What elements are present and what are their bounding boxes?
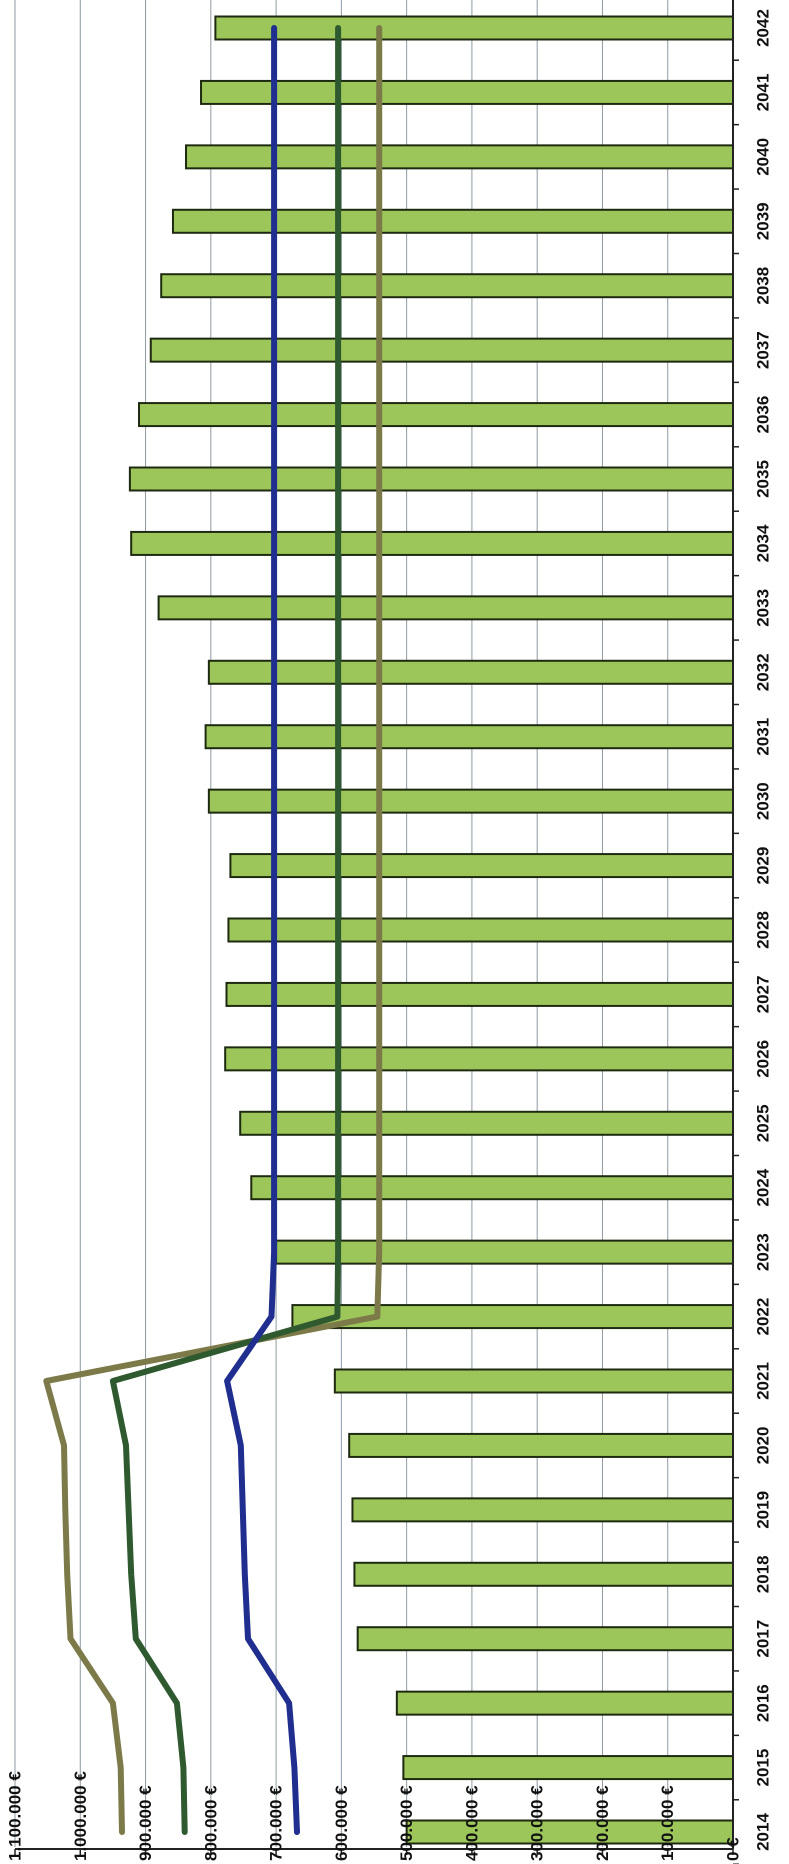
bar [185,144,735,170]
bar [207,788,735,814]
bar [157,595,735,621]
tick-labels: 2014 2015 2016 2017 2018 2019 2020 2021 2022 2023… [6,9,773,1861]
category-label: 2035 [754,460,773,498]
value-tick-label: 500.000 € [397,1785,416,1861]
category-label: 2019 [754,1491,773,1529]
bar [395,1690,734,1716]
category-label: 2030 [754,782,773,820]
bar [291,1304,734,1330]
category-label: 2032 [754,653,773,691]
bar [348,1432,734,1458]
category-label: 2036 [754,396,773,434]
category-label: 2018 [754,1555,773,1593]
bar [207,659,735,685]
bar [204,724,734,750]
bar [171,208,734,234]
category-label: 2034 [754,524,773,562]
category-label: 2027 [754,976,773,1014]
bar [149,337,734,363]
category-label: 2017 [754,1620,773,1658]
category-label: 2042 [754,9,773,47]
category-label: 2033 [754,589,773,627]
category-label: 2025 [754,1104,773,1142]
bar [160,273,734,299]
category-label: 2029 [754,847,773,885]
bar [128,466,734,492]
category-label: 2016 [754,1684,773,1722]
value-tick-label: 600.000 € [332,1785,351,1861]
value-tick-label: 100.000 € [658,1785,677,1861]
bar [402,1755,734,1781]
value-tick-label: 800.000 € [201,1785,220,1861]
axes [14,0,739,1864]
category-label: 2023 [754,1233,773,1271]
bar [333,1368,734,1394]
bar [250,1175,735,1201]
bar [224,1046,734,1072]
line-series [43,25,383,1835]
bar [351,1497,734,1523]
value-tick-label: 1.100.000 € [6,1771,25,1861]
bar [200,79,734,105]
bar [138,402,734,428]
category-label: 2024 [754,1168,773,1206]
bar [353,1561,734,1587]
bar-series [128,15,735,1845]
category-label: 2021 [754,1362,773,1400]
bar [229,853,734,879]
category-label: 2022 [754,1298,773,1336]
line-series-1 [43,25,383,1835]
category-label: 2031 [754,718,773,756]
bar [130,530,735,556]
value-tick-label: 300.000 € [528,1785,547,1861]
value-tick-label: 700.000 € [267,1785,286,1861]
bar [239,1110,734,1136]
value-tick-label: 400.000 € [462,1785,481,1861]
value-tick-label: 1.000.000 € [71,1771,90,1861]
category-label: 2015 [754,1749,773,1787]
category-label: 2041 [754,74,773,112]
bar [225,981,734,1007]
bar [405,1819,734,1845]
category-label: 2028 [754,911,773,949]
value-tick-label: 900.000 € [136,1785,155,1861]
line-series-3 [224,25,300,1835]
value-tick-label: 200.000 € [593,1785,612,1861]
category-label: 2014 [754,1813,773,1851]
category-label: 2039 [754,202,773,240]
bar [214,15,734,41]
category-label: 2026 [754,1040,773,1078]
bar [356,1626,734,1652]
bar [275,1239,734,1265]
line-series-2 [109,25,342,1835]
category-label: 2038 [754,267,773,305]
category-label: 2040 [754,138,773,176]
category-label: 2037 [754,331,773,369]
bar [227,917,735,943]
value-tick-label: 0 € [724,1837,743,1861]
category-label: 2020 [754,1427,773,1465]
